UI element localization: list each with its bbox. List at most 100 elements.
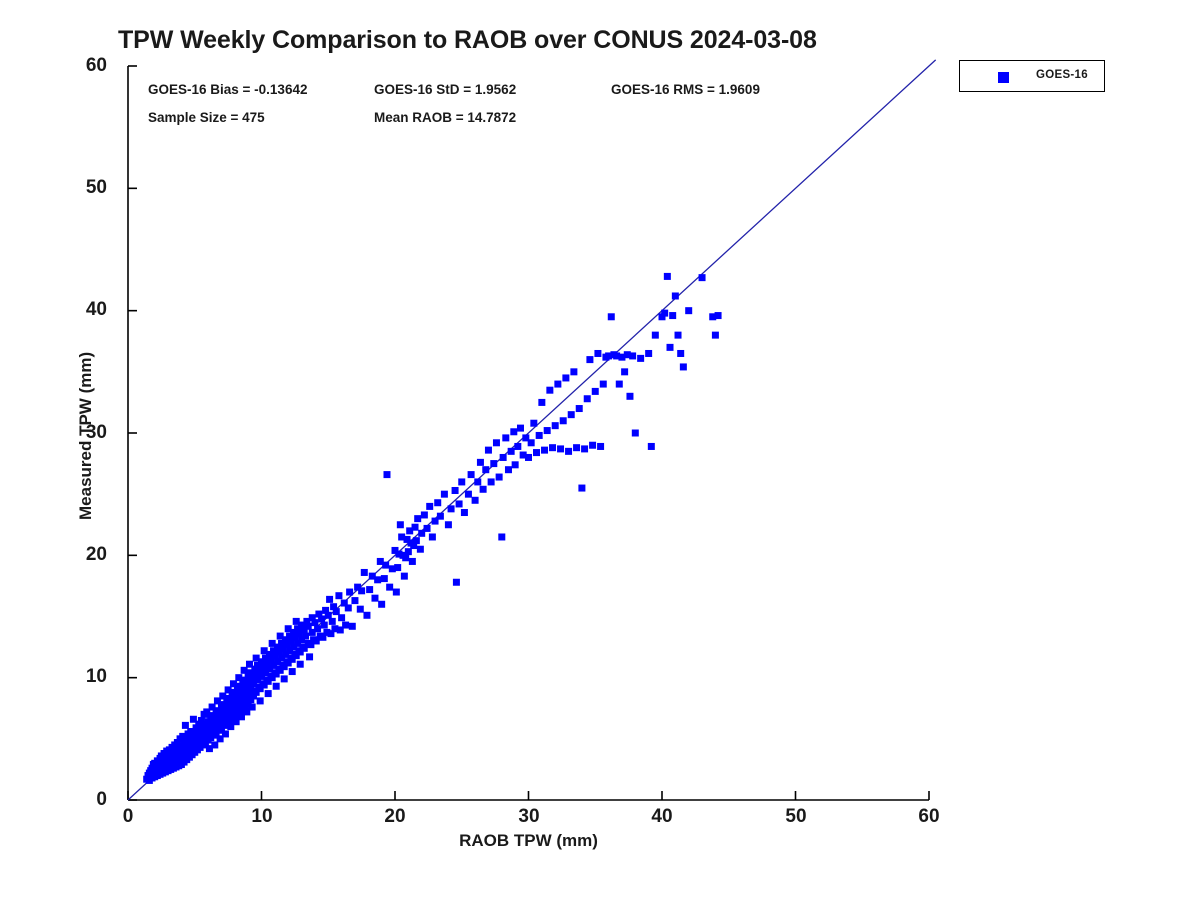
scatter-point (274, 658, 282, 666)
scatter-point (204, 718, 212, 726)
scatter-point (398, 533, 406, 541)
scatter-point (510, 428, 518, 436)
scatter-point (263, 659, 271, 667)
scatter-point (554, 380, 562, 388)
scatter-point (213, 697, 221, 705)
scatter-point (458, 478, 466, 486)
scatter-point (216, 735, 224, 743)
scatter-point (562, 374, 570, 382)
scatter-point (629, 352, 637, 360)
scatter-point (300, 626, 308, 634)
scatter-point (211, 716, 219, 724)
stat-std: GOES-16 StD = 1.9562 (374, 82, 517, 97)
scatter-point (286, 632, 294, 640)
scatter-point (400, 572, 408, 580)
scatter-point (328, 617, 336, 625)
scatter-point (677, 349, 685, 357)
scatter-point (404, 548, 412, 556)
scatter-point (371, 594, 379, 602)
scatter-point (284, 625, 292, 633)
scatter-point (423, 524, 431, 532)
scatter-point (248, 703, 256, 711)
scatter-point (227, 723, 235, 731)
scatter-point (519, 451, 527, 459)
scatter-point (394, 564, 402, 572)
scatter-point (298, 636, 306, 644)
scatter-point (605, 352, 613, 360)
scatter-point (270, 647, 278, 655)
scatter-point (308, 614, 316, 622)
ytick-label: 40 (85, 299, 107, 320)
ytick-label: 10 (85, 666, 107, 687)
scatter-point (241, 676, 249, 684)
scatter-point (613, 352, 621, 360)
scatter-point (215, 707, 223, 715)
scatter-point (298, 621, 306, 629)
scatter-point (567, 411, 575, 419)
scatter-point (495, 473, 503, 481)
scatter-point (525, 453, 532, 461)
legend-marker-goes16-icon (998, 72, 1009, 83)
scatter-point (278, 639, 286, 647)
scatter-point (363, 611, 371, 619)
scatter-point (253, 676, 261, 684)
scatter-point (290, 628, 298, 636)
scatter-point (276, 666, 284, 674)
scatter-point (295, 630, 303, 638)
scatter-point (260, 647, 268, 655)
scatter-point (374, 576, 382, 584)
scatter-point (304, 622, 312, 630)
scatter-point (408, 557, 416, 565)
page-title: TPW Weekly Comparison to RAOB over CONUS… (118, 26, 817, 54)
scatter-point (231, 702, 239, 710)
scatter-point (243, 708, 251, 716)
scatter-point (252, 688, 260, 696)
scatter-point (253, 661, 261, 669)
scatter-point (292, 617, 300, 625)
stat-rms: GOES-16 RMS = 1.9609 (611, 82, 760, 97)
scatter-point (312, 637, 320, 645)
scatter-point (276, 632, 284, 640)
scatter-point (249, 692, 257, 700)
scatter-point (296, 660, 304, 668)
xtick-label: 20 (384, 806, 406, 827)
scatter-point (396, 521, 404, 529)
scatter-point (549, 444, 557, 452)
scatter-point (507, 447, 515, 455)
scatter-point (268, 674, 276, 682)
scatter-point (578, 484, 586, 492)
scatter-point (266, 650, 274, 658)
scatter-point (236, 682, 244, 690)
scatter-point (679, 363, 687, 371)
scatter-point (351, 597, 359, 605)
scatter-point (451, 486, 459, 494)
scatter-point (530, 419, 538, 427)
scatter-point (382, 561, 390, 569)
scatter-point (268, 639, 276, 647)
ytick-label: 30 (85, 422, 107, 443)
scatter-point (348, 622, 356, 630)
scatter-point (208, 703, 216, 711)
scatter-point (586, 356, 594, 364)
scatter-point (557, 445, 565, 453)
scatter-point (573, 444, 581, 452)
scatter-point (249, 680, 257, 688)
legend[interactable]: GOES-16 (959, 60, 1105, 92)
scatter-point (245, 660, 253, 668)
scatter-point (391, 546, 399, 554)
scatter-point (192, 724, 200, 732)
scatter-point (219, 692, 227, 700)
scatter-point (402, 554, 410, 562)
scatter-point (378, 600, 386, 608)
scatter-point (259, 663, 267, 671)
scatter-point (235, 674, 243, 682)
scatter-point (344, 604, 352, 612)
scatter-point (340, 599, 348, 607)
scatter-point (538, 398, 546, 406)
scatter-point (709, 313, 717, 321)
scatter-point (589, 441, 597, 449)
scatter-point (278, 654, 286, 662)
xtick-label: 10 (251, 806, 273, 827)
scatter-point (412, 537, 420, 545)
